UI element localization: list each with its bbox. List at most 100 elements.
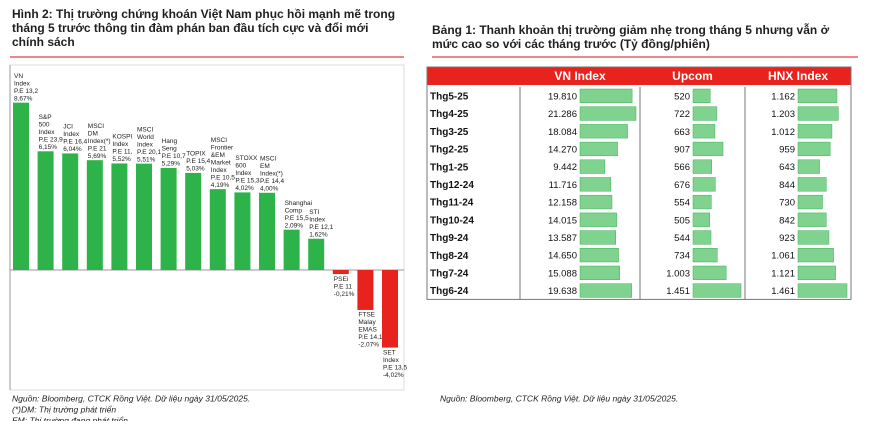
bar (259, 192, 275, 270)
cell-value: 13.587 (548, 233, 577, 244)
data-bar (692, 265, 727, 280)
category-label: STI (309, 209, 319, 216)
cell-value: 923 (779, 233, 795, 244)
data-bar (579, 88, 633, 103)
data-bar (579, 230, 616, 245)
category-label: S&P (39, 114, 52, 121)
data-bar (797, 177, 827, 192)
row-label: Thg1-25 (430, 162, 469, 173)
category-label: MSCI (260, 156, 276, 163)
data-bar (579, 141, 618, 157)
data-bar (797, 159, 820, 174)
pe-label: P.E 16,4 (63, 139, 87, 146)
pe-label: P.E 21 (88, 145, 107, 152)
category-label: Index(*) (88, 138, 111, 145)
cell-value: 1.121 (771, 268, 795, 279)
row-label: Thg7-24 (430, 268, 469, 279)
source-note: Nguồn: Bloomberg, CTCK Rồng Việt. Dữ liệ… (12, 393, 250, 403)
bar (111, 163, 128, 270)
row-label: Thg11-24 (430, 198, 474, 209)
pe-label: P.E 20,1 (137, 149, 161, 156)
data-bar (692, 177, 716, 192)
value-label: -4,02% (383, 372, 404, 379)
bar (382, 270, 398, 348)
value-label: -0,21% (334, 291, 355, 298)
cell-value: 554 (674, 198, 690, 209)
data-bar (692, 248, 718, 263)
category-label: Hang (162, 138, 178, 145)
value-label: 6,04% (63, 146, 82, 153)
cell-value: 19.638 (548, 286, 577, 297)
pe-label: P.E 23,9 (39, 137, 63, 144)
data-bar (579, 159, 606, 174)
category-label: KOSPI (112, 134, 132, 141)
category-label: Index (137, 141, 154, 148)
pe-label: P.E 14,4 (260, 178, 284, 185)
category-label: Index (39, 129, 56, 136)
value-label: 5,52% (112, 156, 131, 163)
row-label: Thg4-25 (430, 109, 469, 120)
row-label: Thg9-24 (430, 233, 469, 244)
data-bar (797, 265, 836, 280)
value-label: 5,51% (137, 156, 156, 163)
value-label: 1,62% (309, 231, 328, 238)
data-bar (579, 194, 613, 210)
pe-label: P.E 15,5 (285, 215, 309, 222)
pe-label: P.E 12,1 (309, 224, 333, 231)
cell-value: 14.015 (548, 215, 577, 226)
cell-value: 14.650 (548, 251, 577, 262)
value-label: -2,07% (358, 342, 379, 349)
category-label: Index(*) (260, 171, 283, 178)
category-label: Frontier (211, 144, 234, 151)
bar (185, 172, 202, 270)
bar (234, 192, 251, 270)
category-label: JCI (63, 124, 73, 131)
cell-value: 15.088 (548, 268, 577, 279)
value-label: 8,67% (14, 95, 33, 102)
table-header-bg (427, 67, 851, 85)
data-bar (797, 124, 833, 139)
cell-value: 11.716 (549, 180, 577, 191)
bar (86, 160, 103, 270)
bar (332, 270, 349, 275)
category-label: Comp (285, 207, 303, 214)
bar (136, 163, 152, 270)
row-label: Thg10-24 (430, 215, 474, 226)
value-label: 4,00% (260, 186, 279, 193)
column-header: Upcom (672, 69, 713, 83)
data-bar (579, 212, 618, 227)
cell-value: 730 (779, 198, 795, 209)
category-label: VN (14, 73, 23, 80)
data-bar (797, 106, 839, 121)
cell-value: 18.084 (548, 127, 577, 138)
category-label: 500 (39, 122, 50, 129)
data-bar (692, 106, 718, 121)
row-label: Thg3-25 (430, 127, 469, 138)
cell-value: 734 (674, 251, 690, 262)
value-label: 4,19% (211, 182, 230, 189)
source-note: (*)DM: Thị trường phát triển (12, 404, 116, 414)
chart-title: chính sách (12, 35, 75, 49)
cell-value: 959 (779, 144, 795, 155)
cell-value: 12.158 (548, 198, 577, 209)
row-label: Thg8-24 (430, 251, 469, 262)
category-label: MSCI (137, 126, 153, 133)
data-bar (579, 248, 619, 263)
category-label: MSCI (88, 123, 104, 130)
category-label: Index (383, 357, 400, 364)
cell-value: 907 (674, 144, 690, 155)
cell-value: 19.810 (548, 91, 577, 102)
bar (357, 270, 374, 310)
value-label: 5,69% (88, 153, 107, 160)
row-label: Thg6-24 (430, 286, 469, 297)
category-label: &EM (211, 152, 225, 159)
bar (62, 153, 79, 270)
pe-label: P.E 14,1 (358, 334, 382, 341)
pe-label: P.E 11 (334, 283, 353, 290)
value-label: 5,03% (186, 166, 205, 173)
cell-value: 1.061 (771, 251, 795, 262)
bar (308, 238, 325, 270)
cell-value: 1.162 (771, 91, 795, 102)
pe-label: P.E 10,5 (211, 174, 235, 181)
row-label: Thg2-25 (430, 145, 469, 156)
